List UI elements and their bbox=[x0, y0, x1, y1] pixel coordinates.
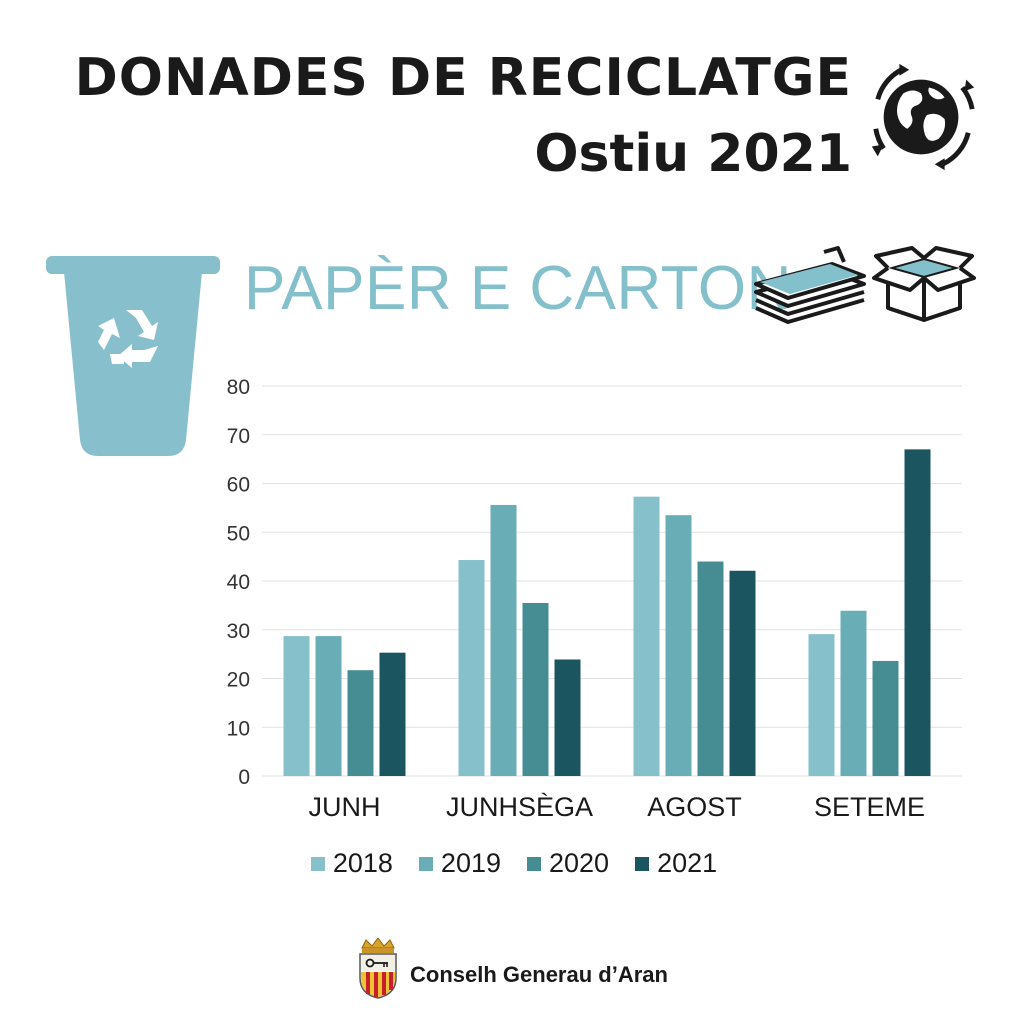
bar-2018-0 bbox=[283, 636, 310, 776]
bar-2019-1 bbox=[490, 504, 517, 776]
legend-label: 2021 bbox=[657, 848, 718, 878]
chart-legend: 2018 2019 2020 2021 bbox=[0, 848, 1024, 879]
bar-2021-2 bbox=[729, 570, 756, 776]
x-category-label: AGOST bbox=[647, 792, 742, 822]
x-category-label: JUNHSÈGA bbox=[446, 792, 593, 822]
bar-2021-0 bbox=[379, 652, 406, 776]
y-tick-label: 50 bbox=[227, 522, 250, 545]
cardboard-box-icon bbox=[872, 246, 976, 322]
legend-label: 2020 bbox=[549, 848, 610, 878]
bar-2021-1 bbox=[554, 659, 581, 776]
legend-swatch bbox=[527, 856, 541, 871]
bar-2018-3 bbox=[808, 634, 835, 776]
globe-recycle-icon bbox=[871, 63, 975, 171]
footer: Conselh Generau d’Aran bbox=[0, 938, 1024, 1000]
bar-2020-2 bbox=[697, 561, 724, 776]
bar-2020-1 bbox=[522, 602, 549, 776]
legend-item-2019: 2019 bbox=[415, 848, 501, 879]
y-tick-label: 20 bbox=[227, 669, 250, 692]
section-title: PAPÈR E CARTON bbox=[244, 254, 792, 323]
bar-2019-2 bbox=[665, 515, 692, 776]
y-tick-label: 30 bbox=[227, 620, 250, 643]
legend-item-2021: 2021 bbox=[631, 848, 717, 879]
legend-swatch bbox=[418, 856, 433, 871]
bar-2018-1 bbox=[458, 560, 485, 776]
x-category-label: JUNH bbox=[309, 792, 381, 822]
page-subtitle: Ostiu 2021 bbox=[534, 124, 852, 184]
bar-2020-3 bbox=[872, 660, 899, 776]
bar-2019-3 bbox=[840, 610, 867, 776]
paper-stack-icon bbox=[754, 246, 866, 324]
crest-icon bbox=[359, 938, 397, 999]
y-tick-label: 0 bbox=[238, 766, 250, 789]
footer-org-name: Conselh Generau d’Aran bbox=[410, 962, 668, 987]
x-category-label: SETEME bbox=[814, 792, 925, 822]
legend-label: 2018 bbox=[332, 848, 393, 878]
legend-item-2020: 2020 bbox=[523, 848, 609, 879]
legend-item-2018: 2018 bbox=[307, 848, 393, 879]
page-title: DONADES DE RECICLATGE bbox=[74, 48, 852, 108]
bar-2019-0 bbox=[315, 636, 342, 776]
bar-2020-0 bbox=[347, 670, 374, 776]
y-tick-label: 60 bbox=[227, 474, 250, 497]
y-tick-label: 80 bbox=[227, 376, 250, 399]
y-tick-label: 10 bbox=[227, 717, 250, 740]
legend-swatch bbox=[310, 856, 325, 871]
bar-2018-2 bbox=[633, 496, 660, 776]
y-tick-label: 70 bbox=[227, 425, 250, 448]
recycle-bin-icon bbox=[46, 256, 220, 456]
y-tick-label: 40 bbox=[227, 571, 250, 594]
legend-label: 2019 bbox=[440, 848, 501, 878]
legend-swatch bbox=[635, 856, 650, 871]
bar-2021-3 bbox=[904, 449, 931, 776]
